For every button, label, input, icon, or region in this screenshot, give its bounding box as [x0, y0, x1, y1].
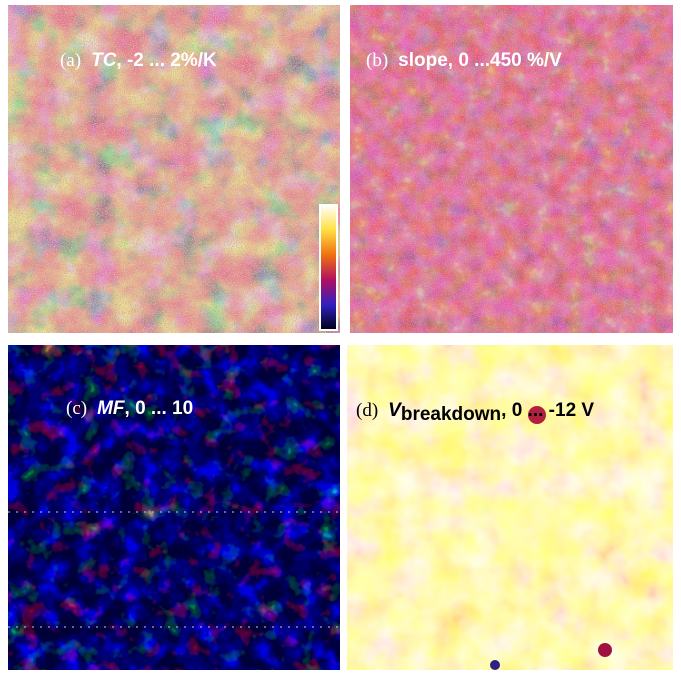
map-image — [347, 345, 673, 670]
panel-title: (a) TC, -2 ... 2%/K — [60, 50, 217, 71]
panel-title: (c) MF, 0 ... 10 — [66, 398, 193, 419]
defect-spot — [598, 643, 612, 657]
color-bar — [320, 205, 337, 330]
panel-a: (a) TC, -2 ... 2%/K — [8, 5, 340, 333]
title-part: (b) — [366, 50, 388, 71]
defect-spot — [490, 660, 500, 670]
title-part: TC — [91, 50, 117, 71]
title-part: , 0 ... 10 — [125, 398, 194, 419]
map-image — [8, 345, 340, 670]
title-part: , 0 ... -12 V — [501, 400, 594, 421]
panel-b: (b) slope, 0 ...450 %/V — [350, 5, 673, 333]
panel-d: (d) Vbreakdown, 0 ... -12 V — [347, 345, 673, 670]
title-part: (c) — [66, 398, 87, 419]
page: (a) TC, -2 ... 2%/K (b) slope, 0 ...450 … — [0, 0, 681, 675]
title-part: (d) — [356, 400, 378, 421]
title-part: (a) — [60, 50, 81, 71]
title-part: slope, 0 ...450 %/V — [398, 50, 562, 71]
panel-c: (c) MF, 0 ... 10 — [8, 345, 340, 670]
figure: (a) TC, -2 ... 2%/K (b) slope, 0 ...450 … — [0, 0, 681, 675]
title-part: breakdown — [401, 404, 501, 425]
title-part: MF — [97, 398, 126, 419]
title-part: , -2 ... 2%/K — [116, 50, 217, 71]
